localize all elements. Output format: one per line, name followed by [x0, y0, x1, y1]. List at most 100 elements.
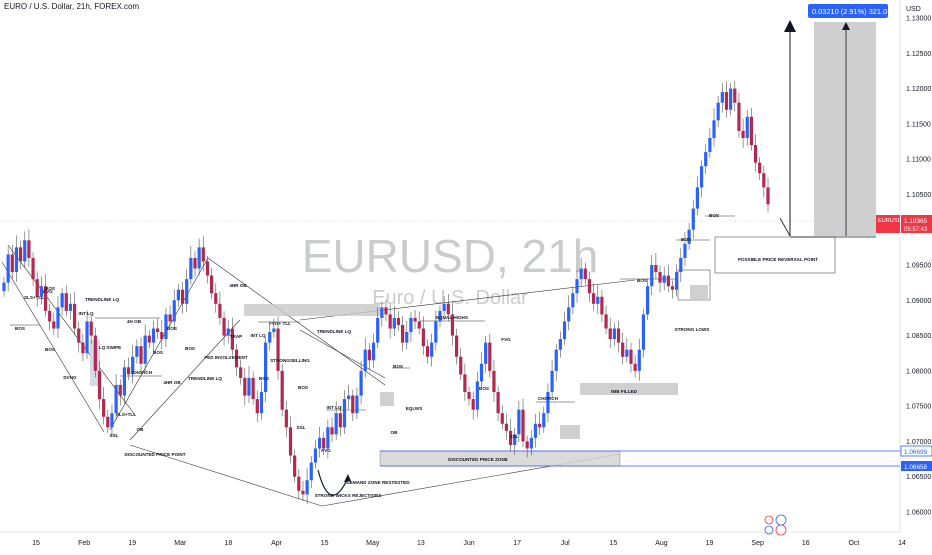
candle-body	[272, 328, 276, 333]
candle-body	[139, 346, 143, 364]
annotation-label: BOS	[637, 278, 647, 283]
candle-body	[592, 293, 596, 304]
candle-body	[114, 384, 118, 414]
channel-line	[299, 329, 386, 379]
price-tick-label: 1.13000	[906, 16, 931, 23]
price-tick-label: 1.12500	[906, 51, 931, 58]
time-axis[interactable]: 15 Feb 19 Mar 18 Apr 15 May 13 Jun 17 Jul 15 Aug 19 Sep…	[32, 540, 906, 547]
candle-body	[687, 229, 691, 244]
candle-body	[733, 88, 737, 103]
candle-body	[546, 392, 550, 414]
price-axis[interactable]: 1.06000 1.06500 1.07000 1.07500 1.08000 1.085…	[906, 16, 931, 517]
candle-body	[156, 328, 160, 333]
candle-body	[691, 208, 695, 230]
candle-body	[558, 339, 562, 350]
candle-body	[616, 328, 621, 343]
annotation-label: FVG+ TLL	[269, 321, 291, 326]
candle-body	[288, 427, 293, 456]
annotation-label: INT LQ	[326, 405, 341, 410]
candle-body	[251, 377, 255, 400]
candle-body	[596, 296, 600, 304]
tradingview-logo-icon	[764, 514, 787, 536]
zone-box	[690, 285, 708, 299]
candle-body	[330, 427, 334, 435]
candle-body	[35, 279, 39, 297]
candle-body	[438, 310, 442, 322]
time-tick-label: 15	[609, 540, 617, 547]
candle-body	[430, 342, 434, 357]
channel-line	[7, 244, 136, 416]
candle-body	[758, 162, 762, 174]
zone-box	[560, 425, 580, 439]
candle-body	[180, 289, 185, 304]
candle-body	[425, 346, 430, 357]
candle-body	[64, 293, 68, 311]
price-tick-label: 1.09000	[906, 298, 931, 305]
annotation-label: BOS	[259, 376, 269, 381]
candle-body	[388, 314, 392, 329]
candle-body	[587, 279, 592, 294]
candle-body	[675, 272, 679, 290]
candle-body	[160, 332, 164, 340]
candle-body	[164, 314, 168, 340]
candle-body	[342, 399, 347, 428]
annotation-label: BOS	[298, 385, 308, 390]
time-tick-label: Aug	[655, 540, 668, 547]
candle-body	[268, 332, 272, 343]
channel-line	[129, 444, 323, 507]
candle-body	[699, 166, 704, 188]
candle-body	[347, 395, 351, 400]
candle-body	[384, 307, 388, 315]
candle-body	[621, 342, 625, 357]
annotation-label: INT LQ	[78, 311, 93, 316]
time-tick-label: 18	[225, 540, 233, 547]
annotation-label: DVNG	[63, 375, 77, 380]
price-tick-label: 1.09500	[906, 263, 931, 270]
annotation-label: 4H OB	[127, 319, 142, 324]
candle-body	[450, 314, 455, 336]
annotation-label: SSL	[110, 433, 119, 438]
measure-arrowhead	[842, 22, 850, 30]
candle-body	[89, 321, 93, 336]
zone-box	[580, 383, 678, 395]
annotation-label: POSSIBLE PRICE REVERSAL POINT	[738, 257, 818, 262]
candle-body	[741, 130, 745, 138]
annotation-label: BOS	[153, 350, 163, 355]
measure-tooltip-text: 0.03210 (2.91%) 321.0	[812, 7, 887, 16]
price-tick-label: 1.06500	[906, 474, 931, 481]
last-price-value-tag	[901, 215, 932, 233]
price-tick-label: 1.12000	[906, 86, 931, 93]
last-price-countdown: 05:57:43	[904, 227, 928, 233]
candle-body	[205, 261, 210, 276]
candle-body	[338, 413, 342, 428]
candle-body	[753, 145, 758, 163]
price-tick-label: 1.11000	[906, 157, 931, 164]
annotation-label: SSL	[510, 434, 519, 439]
forecast-arrow-tail	[779, 217, 791, 237]
candle-body	[625, 349, 629, 357]
annotation-label: FVG	[43, 289, 53, 294]
candle-body	[562, 321, 567, 340]
candle-body	[43, 286, 48, 311]
candle-body	[712, 120, 716, 138]
currency-label: USD	[906, 6, 921, 13]
candle-body	[658, 272, 662, 283]
annotation-label: SSL	[297, 425, 306, 430]
time-tick-label: 15	[32, 540, 40, 547]
annotation-label: TRENDLINE LQ	[317, 329, 351, 334]
annotation-label: FVG	[321, 448, 331, 453]
candle-body	[484, 342, 488, 364]
candle-body	[720, 92, 724, 103]
candle-body	[131, 356, 135, 375]
candle-body	[662, 275, 666, 283]
annotation-label: LQ SWIPE	[99, 345, 121, 350]
annotation-label: DEMAND ZONE RESTESTED	[346, 480, 410, 485]
candle-body	[749, 116, 753, 146]
candle-body	[359, 370, 363, 396]
candle-body	[554, 349, 558, 371]
candle-body	[521, 409, 525, 442]
candles-layer	[2, 80, 770, 505]
candle-body	[27, 240, 31, 258]
